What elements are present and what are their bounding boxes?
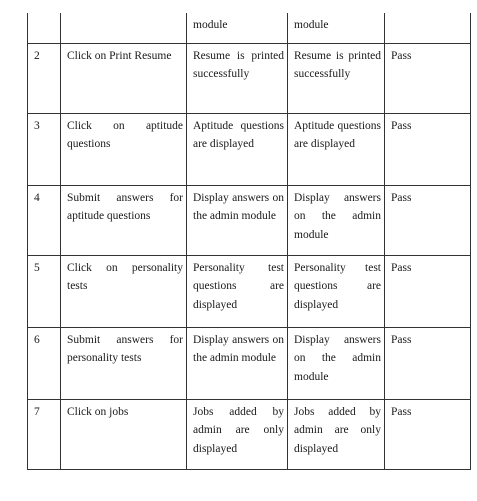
status-cell <box>384 13 471 44</box>
table-row: 7 Click on jobs Jobs added by admin are on… <box>27 398 471 470</box>
table-row: 6 Submit answers for personality tests Dis… <box>27 326 471 400</box>
test-action-cell: Submit answers for aptitude questions <box>60 184 187 256</box>
actual-result-cell: Display answers on the admin module <box>287 326 385 400</box>
status-cell: Pass <box>384 254 471 328</box>
test-number-cell: 4 <box>27 184 61 256</box>
status-cell: Pass <box>384 42 471 114</box>
actual-result-cell: Resume is printed successfully <box>287 42 385 114</box>
status-cell: Pass <box>384 112 471 186</box>
status-cell: Pass <box>384 184 471 256</box>
expected-result-cell: Aptitude questions are displayed <box>186 112 288 186</box>
table-row: 5 Click on personality tests Personality t… <box>27 254 471 328</box>
test-number-cell: 3 <box>27 112 61 186</box>
table-row: module module <box>27 13 471 44</box>
actual-result-cell: Jobs added by admin are only displayed <box>287 398 385 470</box>
expected-result-cell: Display answers on the admin module <box>186 184 288 256</box>
test-case-table: module module 2 Click on Print Resume Resume… <box>27 13 471 470</box>
status-cell: Pass <box>384 326 471 400</box>
actual-result-cell: module <box>287 13 385 44</box>
test-number-cell: 7 <box>27 398 61 470</box>
table-row: 3 Click on aptitude questions Aptitude que… <box>27 112 471 186</box>
test-number-cell: 2 <box>27 42 61 114</box>
test-number-cell: 5 <box>27 254 61 328</box>
test-action-cell: Click on Print Resume <box>60 42 187 114</box>
expected-result-cell: Resume is printed successfully <box>186 42 288 114</box>
expected-result-cell: Display answers on the admin module <box>186 326 288 400</box>
actual-result-cell: Personality test questions are displayed <box>287 254 385 328</box>
table-row: 2 Click on Print Resume Resume is printed … <box>27 42 471 114</box>
actual-result-cell: Aptitude questions are displayed <box>287 112 385 186</box>
test-action-cell: Click on jobs <box>60 398 187 470</box>
test-number-cell <box>27 13 61 44</box>
expected-result-cell: Personality test questions are displayed <box>186 254 288 328</box>
test-number-cell: 6 <box>27 326 61 400</box>
test-action-cell: Click on personality tests <box>60 254 187 328</box>
table-row: 4 Submit answers for aptitude questions Di… <box>27 184 471 256</box>
expected-result-cell: Jobs added by admin are only displayed <box>186 398 288 470</box>
actual-result-cell: Display answers on the admin module <box>287 184 385 256</box>
expected-result-cell: module <box>186 13 288 44</box>
status-cell: Pass <box>384 398 471 470</box>
test-action-cell <box>60 13 187 44</box>
test-action-cell: Click on aptitude questions <box>60 112 187 186</box>
test-action-cell: Submit answers for personality tests <box>60 326 187 400</box>
